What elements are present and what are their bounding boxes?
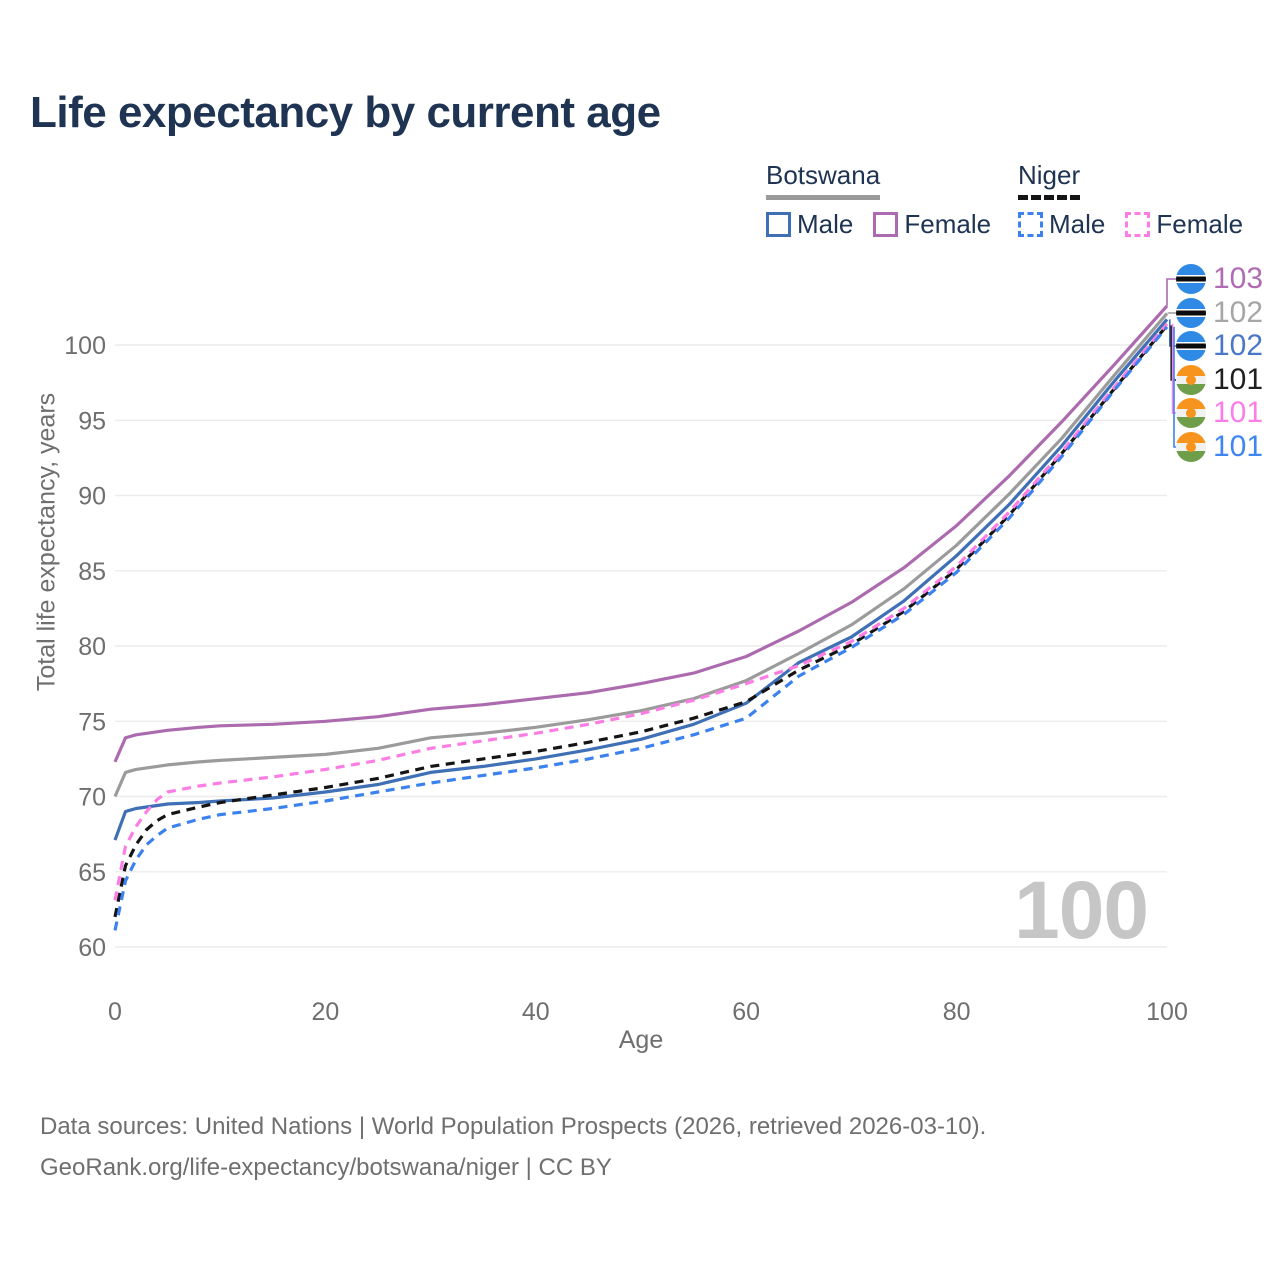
end-label-value: 103 <box>1213 262 1264 295</box>
y-tick-label-80: 80 <box>78 633 106 661</box>
niger-flag-icon <box>1176 398 1206 428</box>
legend-item-niger-female[interactable]: Female <box>1125 209 1243 240</box>
end-label-value: 102 <box>1213 329 1264 362</box>
legend-items-niger: Male Female <box>1018 209 1243 240</box>
data-sources-line: Data sources: United Nations | World Pop… <box>40 1113 987 1140</box>
botswana-flag-icon <box>1176 298 1206 328</box>
y-tick-label-95: 95 <box>78 407 106 435</box>
botswana-flag-icon <box>1176 264 1206 294</box>
y-tick-label-85: 85 <box>78 558 106 586</box>
end-label-row: 101 <box>1176 397 1263 429</box>
y-tick-label-100: 100 <box>64 332 106 360</box>
y-tick-label-75: 75 <box>78 708 106 736</box>
leader-line-niger-female <box>1171 323 1176 414</box>
end-label-row: 101 <box>1176 431 1263 463</box>
line-niger-male <box>113 325 1169 931</box>
footer: Data sources: United Nations | World Pop… <box>40 1106 986 1188</box>
legend-item-label: Male <box>797 209 854 239</box>
legend-group-niger: Niger Male Female <box>1018 160 1243 240</box>
niger-male-swatch-icon <box>1018 212 1043 237</box>
x-tick-label-80: 80 <box>943 998 971 1026</box>
botswana-flag-icon <box>1176 331 1206 361</box>
niger-female-swatch-icon <box>1125 212 1151 237</box>
line-botswana-female <box>113 304 1169 763</box>
y-tick-label-60: 60 <box>78 934 106 962</box>
y-tick-label-65: 65 <box>78 859 106 887</box>
end-label-value: 101 <box>1213 430 1264 463</box>
legend-country-botswana[interactable]: Botswana <box>766 160 881 200</box>
legend-item-botswana-female[interactable]: Female <box>873 209 991 240</box>
legend-country-niger[interactable]: Niger <box>1018 160 1081 200</box>
page-title: Life expectancy by current age <box>30 88 661 137</box>
leader-line-botswana-female <box>1166 278 1176 306</box>
x-tick-label-40: 40 <box>522 998 550 1026</box>
botswana-female-swatch-icon <box>873 212 899 237</box>
end-label-value: 101 <box>1213 363 1264 396</box>
legend-item-label: Female <box>1156 209 1244 239</box>
legend-item-label: Female <box>904 209 992 239</box>
end-label-value: 101 <box>1213 396 1264 429</box>
botswana-male-swatch-icon <box>766 212 791 237</box>
leader-line-niger-male <box>1173 326 1176 448</box>
legend-group-botswana: Botswana Male Female <box>766 160 991 240</box>
x-axis-title: Age <box>618 1026 664 1054</box>
legend-items-botswana: Male Female <box>766 209 991 240</box>
attribution-line: GeoRank.org/life-expectancy/botswana/nig… <box>40 1154 612 1181</box>
legend-item-botswana-male[interactable]: Male <box>766 209 853 240</box>
y-tick-label-70: 70 <box>78 784 106 812</box>
end-label-row: 102 <box>1176 330 1263 362</box>
age-counter-watermark: 100 <box>1014 865 1149 956</box>
line-niger-female <box>113 322 1169 901</box>
end-label-row: 103 <box>1176 263 1263 295</box>
line-niger-both <box>113 324 1169 918</box>
legend-item-label: Male <box>1049 209 1106 239</box>
x-tick-label-100: 100 <box>1146 998 1188 1026</box>
y-tick-label-90: 90 <box>78 483 106 511</box>
end-label-row: 101 <box>1176 364 1263 396</box>
x-tick-label-60: 60 <box>732 998 760 1026</box>
x-tick-label-0: 0 <box>108 998 122 1026</box>
y-axis-title: Total life expectancy, years <box>32 392 61 692</box>
x-tick-label-20: 20 <box>311 998 339 1026</box>
legend-item-niger-male[interactable]: Male <box>1018 209 1105 240</box>
end-label-row: 102 <box>1176 297 1263 329</box>
end-label-value: 102 <box>1213 296 1264 329</box>
niger-flag-icon <box>1176 365 1206 395</box>
line-botswana-male <box>113 318 1169 841</box>
line-botswana-both <box>113 312 1169 798</box>
niger-flag-icon <box>1176 432 1206 462</box>
